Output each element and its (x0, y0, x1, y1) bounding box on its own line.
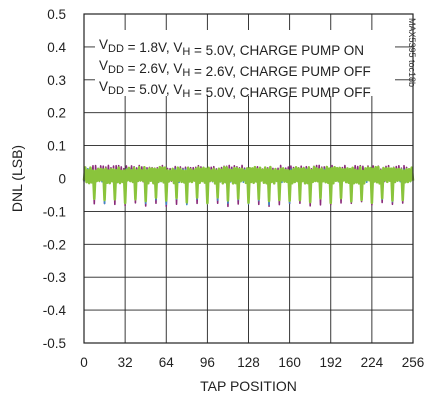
legend-entry-2: VDD = 5.0V, VH = 5.0V, CHARGE PUMP OFF (99, 79, 371, 100)
y-tick-label: 0 (58, 172, 66, 187)
y-tick-label: -0.2 (43, 237, 66, 252)
x-tick-label: 160 (278, 355, 301, 370)
y-axis-label: DNL (LSB) (9, 145, 25, 212)
series-layer (82, 164, 415, 208)
x-tick-label: 0 (80, 355, 88, 370)
x-tick-label: 64 (159, 355, 175, 370)
y-tick-label: 0.1 (47, 139, 66, 154)
y-tick-label: 0.3 (47, 73, 66, 88)
x-tick-label: 192 (319, 355, 342, 370)
x-axis-ticks: 0 32 64 96 128 160 192 224 256 (80, 355, 424, 370)
x-axis-label: TAP POSITION (200, 378, 297, 394)
y-tick-label: 0.4 (47, 40, 66, 55)
x-tick-label: 128 (237, 355, 260, 370)
y-axis-ticks: 0.5 0.4 0.3 0.2 0.1 0 -0.1 -0.2 -0.3 -0.4 -0.5 (43, 7, 67, 351)
y-tick-label: -0.3 (43, 270, 66, 285)
y-tick-label: -0.1 (43, 204, 66, 219)
x-tick-label: 224 (361, 355, 384, 370)
legend-box (95, 30, 395, 96)
legend-entry-1: VDD = 2.6V, VH = 2.6V, CHARGE PUMP OFF (99, 58, 371, 79)
y-tick-label: -0.5 (43, 336, 66, 351)
y-tick-label: -0.4 (43, 303, 67, 318)
plot-frame (83, 13, 414, 344)
figure-id-watermark: MAX5395 toc18b (407, 18, 417, 87)
x-tick-label: 32 (118, 355, 133, 370)
legend-entry-0: VDD = 1.8V, VH = 5.0V, CHARGE PUMP ON (99, 37, 364, 58)
x-tick-label: 96 (200, 355, 215, 370)
x-tick-label: 256 (402, 355, 425, 370)
y-tick-label: 0.2 (47, 106, 66, 121)
series-line-2 (82, 165, 415, 205)
y-tick-label: 0.5 (47, 7, 66, 22)
